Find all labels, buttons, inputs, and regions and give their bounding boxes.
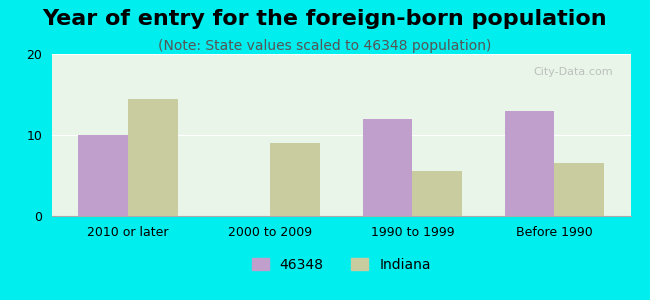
Bar	[128, 98, 178, 216]
Bar	[504, 111, 554, 216]
Bar	[270, 143, 320, 216]
Bar	[78, 135, 128, 216]
Text: City-Data.com: City-Data.com	[534, 67, 613, 77]
Bar	[554, 163, 604, 216]
Bar	[412, 171, 462, 216]
Bar	[363, 119, 412, 216]
Text: Year of entry for the foreign-born population: Year of entry for the foreign-born popul…	[43, 9, 607, 29]
Legend: 46348, Indiana: 46348, Indiana	[246, 252, 436, 277]
Text: (Note: State values scaled to 46348 population): (Note: State values scaled to 46348 popu…	[159, 39, 491, 53]
